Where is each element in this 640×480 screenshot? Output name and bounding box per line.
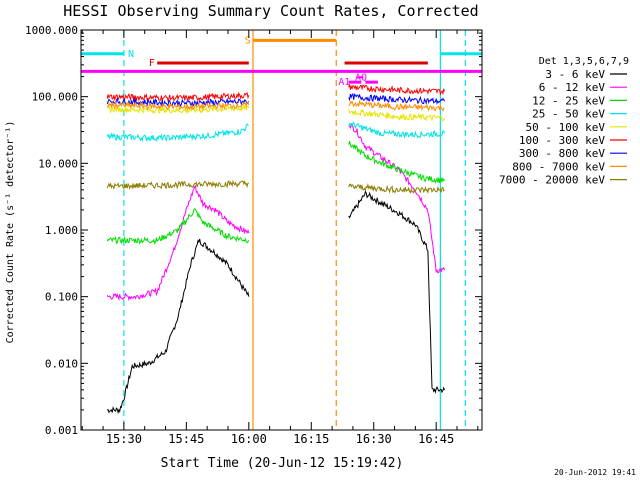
- x-tick-label-4: 16:30: [356, 432, 392, 446]
- series-line-5-1: [348, 84, 445, 96]
- chart-title: HESSI Observing Summary Count Rates, Cor…: [63, 2, 478, 20]
- x-axis: 15:30 15:45 16:00 16:15 16:30 16:45: [81, 30, 479, 446]
- legend-label-6: 300 - 800 keV: [519, 147, 605, 160]
- y-tick-label-6: 1000.000: [25, 24, 78, 37]
- y-tick-label-4: 10.000: [38, 157, 78, 170]
- series-line-4-0: [106, 103, 250, 115]
- series-line-4-1: [348, 108, 445, 122]
- legend-title: Det 1,3,5,6,7,9: [539, 56, 629, 67]
- series-layer: [106, 84, 445, 415]
- flag-label-a1: A1: [338, 77, 350, 88]
- x-tick-label-5: 16:45: [418, 432, 454, 446]
- series-line-2-0: [106, 207, 250, 245]
- series-line-8-0: [106, 179, 249, 191]
- series-line-3-1: [348, 121, 445, 140]
- y-tick-label-5: 100.000: [32, 91, 78, 104]
- y-tick-label-1: 0.010: [45, 357, 78, 370]
- series-line-5-0: [106, 91, 250, 103]
- series-line-6-1: [348, 92, 445, 106]
- flag-label-f: F: [149, 58, 155, 69]
- y-axis: 0.001 0.010 0.100 1.000 10.000 100.000 1000.00…: [25, 24, 482, 437]
- plot-frame: [80, 29, 483, 431]
- flag-label-aq: AQ: [355, 72, 367, 83]
- legend-label-1: 6 - 12 keV: [539, 81, 606, 94]
- markers-layer: N S F AQ A1: [81, 30, 482, 430]
- legend-label-0: 3 - 6 keV: [545, 68, 605, 81]
- y-tick-label-3: 1.000: [45, 224, 78, 237]
- series-line-8-1: [348, 182, 445, 195]
- x-tick-label-3: 16:15: [293, 432, 329, 446]
- legend-label-5: 100 - 300 keV: [519, 134, 605, 147]
- y-axis-label: Corrected Count Rate (s⁻¹ detector⁻¹): [5, 121, 16, 344]
- x-tick-label-0: 15:30: [106, 432, 142, 446]
- flag-label-n: N: [128, 49, 134, 60]
- series-line-3-0: [106, 123, 250, 143]
- series-line-2-1: [348, 140, 445, 184]
- flag-label-s: S: [245, 35, 251, 46]
- footer-timestamp: 20-Jun-2012 19:41: [554, 468, 636, 477]
- series-line-7-1: [348, 99, 445, 112]
- legend-label-3: 25 - 50 keV: [532, 108, 605, 121]
- y-tick-label-0: 0.001: [45, 424, 78, 437]
- series-line-0-0: [106, 238, 250, 415]
- legend-label-7: 800 - 7000 keV: [512, 160, 605, 173]
- series-line-7-0: [107, 100, 250, 111]
- y-tick-label-2: 0.100: [45, 291, 78, 304]
- series-line-1-0: [106, 185, 250, 302]
- x-tick-label-1: 15:45: [168, 432, 204, 446]
- x-axis-label: Start Time (20-Jun-12 15:19:42): [161, 456, 404, 471]
- legend-label-4: 50 - 100 keV: [526, 121, 606, 134]
- x-tick-label-2: 16:00: [231, 432, 267, 446]
- legend-label-8: 7000 - 20000 keV: [499, 174, 605, 187]
- series-line-0-1: [348, 189, 445, 394]
- legend-label-2: 12 - 25 keV: [532, 94, 605, 107]
- series-line-1-1: [348, 123, 445, 274]
